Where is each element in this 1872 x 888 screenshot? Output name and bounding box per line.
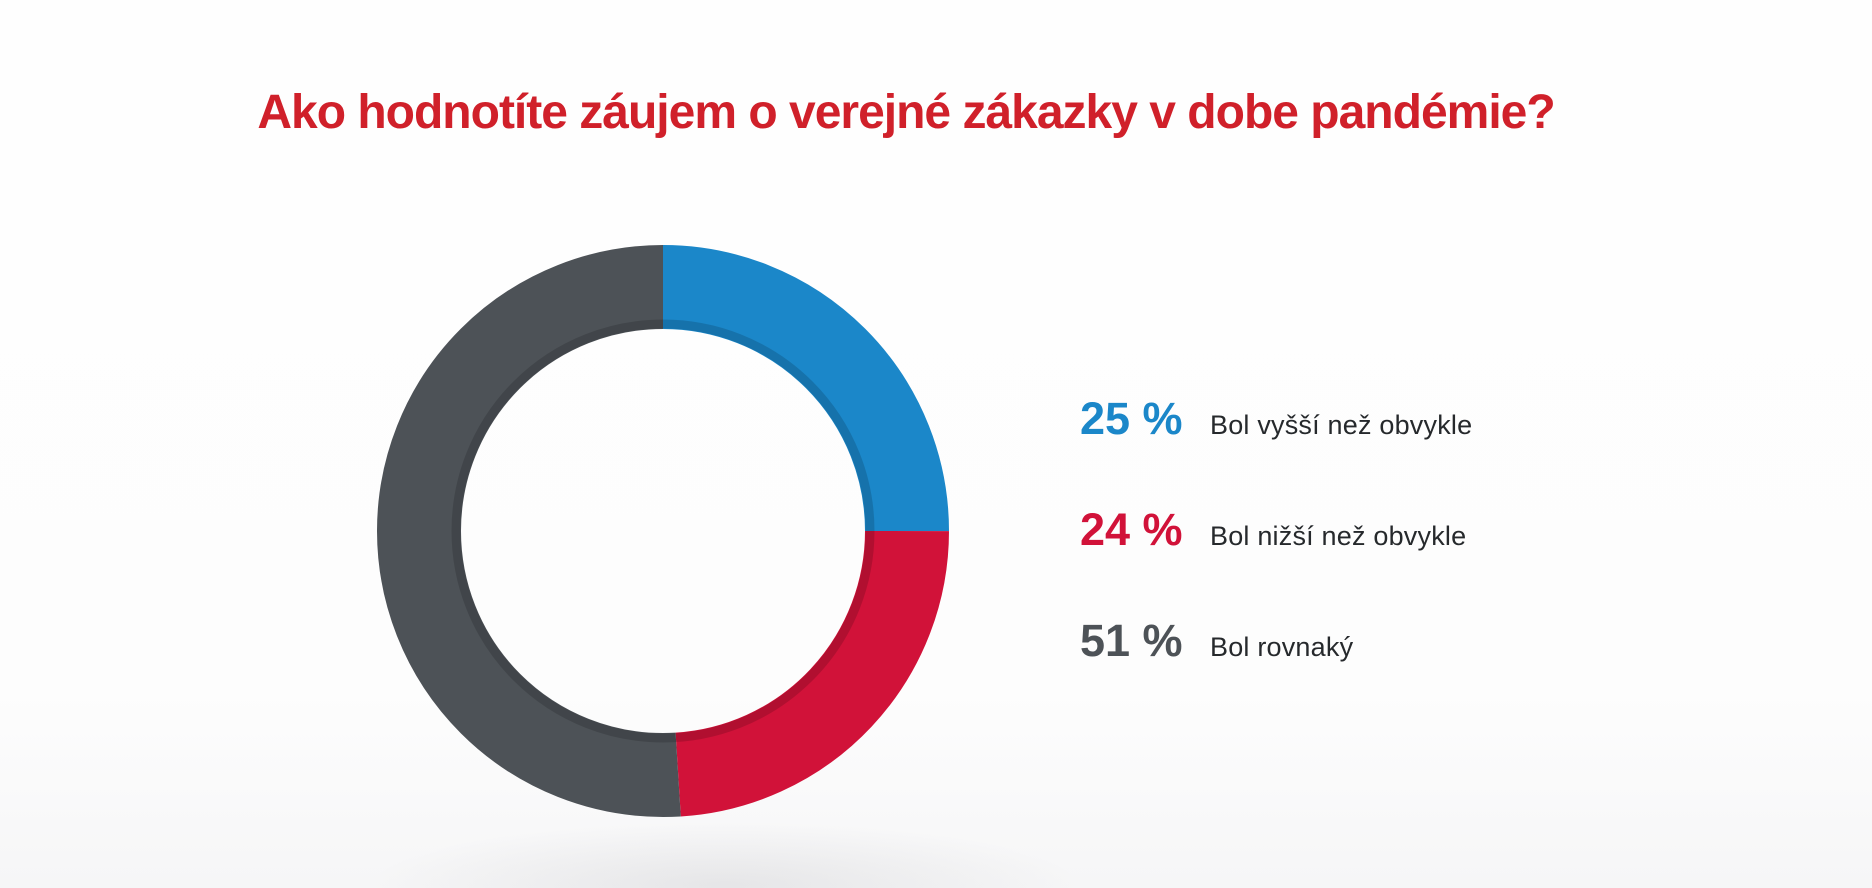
legend-item: 25 % Bol vyšší než obvykle — [1080, 396, 1472, 441]
legend-label: Bol nižší než obvykle — [1210, 521, 1467, 551]
donut-segment — [377, 245, 949, 817]
legend-item: 24 % Bol nižší než obvykle — [1080, 507, 1472, 552]
donut-inner-shadow — [451, 319, 875, 743]
page-title: Ako hodnotíte záujem o verejné zákazky v… — [257, 86, 1555, 139]
donut-chart — [377, 245, 949, 817]
legend-value: 25 % — [1080, 393, 1183, 444]
legend-label: Bol rovnaký — [1210, 632, 1354, 662]
legend: 25 % Bol vyšší než obvykle 24 % Bol nižš… — [1080, 396, 1472, 663]
legend-label: Bol vyšší než obvykle — [1210, 410, 1473, 440]
legend-value: 51 % — [1080, 615, 1183, 666]
legend-value: 24 % — [1080, 504, 1183, 555]
legend-item: 51 % Bol rovnaký — [1080, 618, 1472, 663]
